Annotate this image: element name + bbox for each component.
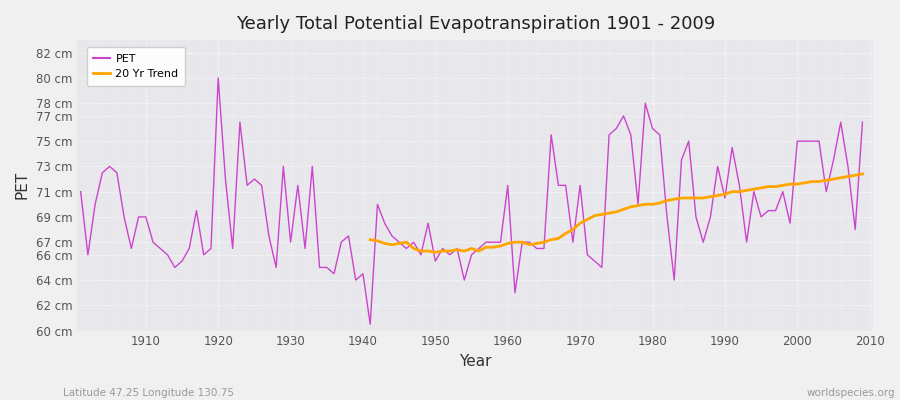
Title: Yearly Total Potential Evapotranspiration 1901 - 2009: Yearly Total Potential Evapotranspiratio… [236,15,715,33]
X-axis label: Year: Year [459,354,491,369]
Text: worldspecies.org: worldspecies.org [807,388,896,398]
Legend: PET, 20 Yr Trend: PET, 20 Yr Trend [86,47,185,86]
Y-axis label: PET: PET [15,171,30,200]
Text: Latitude 47.25 Longitude 130.75: Latitude 47.25 Longitude 130.75 [63,388,234,398]
